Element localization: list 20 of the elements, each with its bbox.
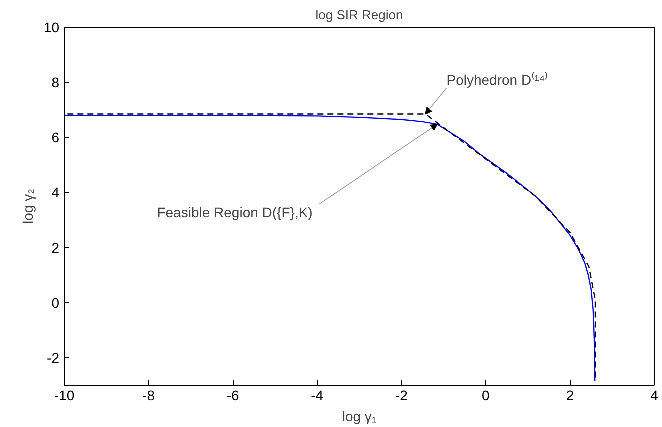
y-tick-label: -2 (47, 350, 60, 366)
x-tick-label: -6 (226, 388, 240, 404)
y-tick-label: 6 (52, 130, 60, 146)
x-tick-label: -2 (395, 388, 408, 404)
y-tick-label: 0 (52, 294, 60, 311)
y-tick-label: 8 (52, 74, 60, 91)
x-axis-title: log γ₁ (342, 408, 377, 424)
x-tick-label: -10 (54, 388, 75, 404)
annotation: Feasible Region D({F},K) (157, 204, 313, 221)
x-tick-label: -4 (311, 388, 324, 404)
x-tick-label: 4 (650, 388, 659, 404)
y-tick-label: 4 (52, 184, 60, 201)
y-axis-title: log γ₂ (20, 188, 36, 224)
x-tick-label: 0 (482, 388, 490, 404)
y-tick-label: 2 (52, 240, 60, 256)
chart-title: log SIR Region (316, 8, 404, 22)
x-tick-label: -8 (142, 388, 156, 404)
annotation: Polyhedron D⁽¹⁴⁾ (446, 72, 548, 88)
y-tick-label: 10 (44, 20, 60, 36)
x-tick-label: 2 (566, 388, 574, 404)
